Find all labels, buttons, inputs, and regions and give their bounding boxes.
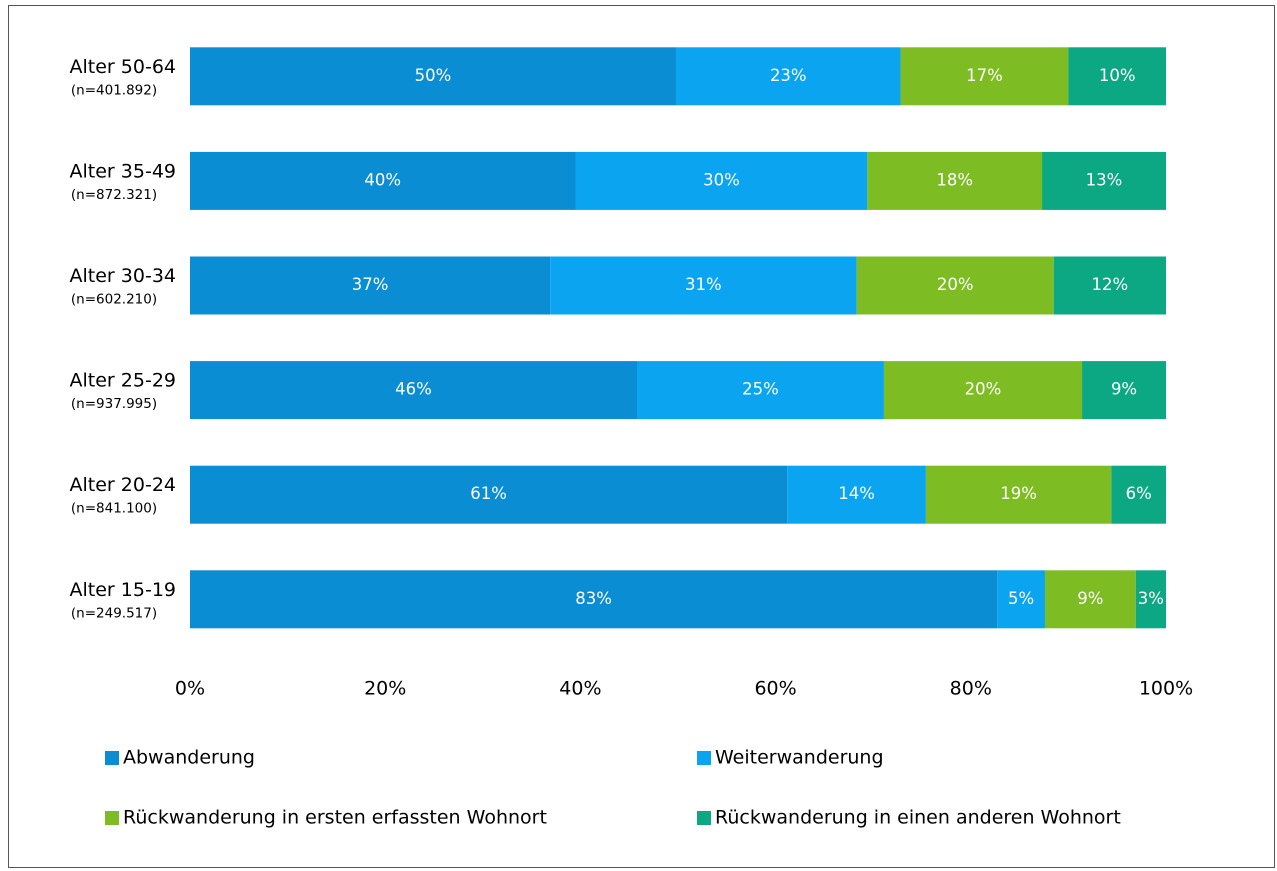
bar-segment xyxy=(1044,570,1136,629)
value-label: 14% xyxy=(838,484,875,503)
bar-segment xyxy=(190,570,998,629)
bar-segment xyxy=(190,465,788,524)
bar-segment xyxy=(190,256,551,315)
value-label: 37% xyxy=(352,275,389,294)
bar-segment xyxy=(787,465,926,524)
bar-segment xyxy=(1111,465,1166,524)
legend-label: Weiterwanderung xyxy=(715,747,884,769)
bar-segment xyxy=(1053,256,1166,315)
value-label: 61% xyxy=(470,484,507,503)
bar-segment xyxy=(1068,47,1166,106)
x-tick-label: 100% xyxy=(1139,678,1193,700)
legend-label: Abwanderung xyxy=(123,747,255,769)
bar-segment xyxy=(575,151,868,210)
value-label: 31% xyxy=(685,275,722,294)
chart-border xyxy=(8,5,1275,868)
legend-label: Rückwanderung in einen anderen Wohnort xyxy=(715,807,1121,829)
category-label: Alter 20-24 xyxy=(70,474,176,496)
bar-segment xyxy=(1082,361,1166,420)
bar-segment xyxy=(676,47,901,106)
category-subtitle: (n=401.892) xyxy=(71,82,157,98)
x-tick-label: 80% xyxy=(950,678,992,700)
value-label: 46% xyxy=(395,380,432,399)
category-label: Alter 25-29 xyxy=(70,370,176,392)
bar-segment xyxy=(637,361,884,420)
bar-segment xyxy=(883,361,1083,420)
bar-segment xyxy=(856,256,1054,315)
legend-swatch xyxy=(105,811,119,825)
bar-segment xyxy=(190,151,576,210)
legend-label: Rückwanderung in ersten erfassten Wohnor… xyxy=(123,807,547,829)
x-tick-label: 40% xyxy=(559,678,601,700)
bar-segment xyxy=(867,151,1043,210)
bar-segment xyxy=(190,47,677,106)
bar-segment xyxy=(1042,151,1166,210)
value-label: 20% xyxy=(937,275,974,294)
value-label: 50% xyxy=(415,66,452,85)
category-subtitle: (n=937.995) xyxy=(71,396,157,412)
value-label: 5% xyxy=(1008,589,1034,608)
bar-segment xyxy=(1135,570,1166,629)
value-label: 83% xyxy=(575,589,612,608)
category-label: Alter 15-19 xyxy=(70,579,176,601)
value-label: 20% xyxy=(965,380,1002,399)
category-subtitle: (n=841.100) xyxy=(71,501,157,517)
bar-segment xyxy=(190,361,638,420)
category-label: Alter 30-34 xyxy=(70,265,176,287)
category-label: Alter 35-49 xyxy=(70,160,176,182)
value-label: 9% xyxy=(1111,380,1137,399)
x-tick-label: 60% xyxy=(754,678,796,700)
bar-segment xyxy=(900,47,1069,106)
value-label: 18% xyxy=(936,170,973,189)
bar-segment xyxy=(925,465,1112,524)
legend-swatch xyxy=(697,811,711,825)
value-label: 10% xyxy=(1099,66,1136,85)
value-label: 3% xyxy=(1138,589,1164,608)
value-label: 17% xyxy=(966,66,1003,85)
value-label: 6% xyxy=(1126,484,1152,503)
category-subtitle: (n=249.517) xyxy=(71,605,157,621)
value-label: 23% xyxy=(770,66,807,85)
value-label: 19% xyxy=(1000,484,1037,503)
value-label: 30% xyxy=(703,170,740,189)
category-subtitle: (n=872.321) xyxy=(71,187,157,203)
value-label: 25% xyxy=(742,380,779,399)
legend-swatch xyxy=(697,751,711,765)
category-subtitle: (n=602.210) xyxy=(71,292,157,308)
legend-swatch xyxy=(105,751,119,765)
category-label: Alter 50-64 xyxy=(70,56,176,78)
bar-segment xyxy=(550,256,857,315)
value-label: 40% xyxy=(364,170,401,189)
value-label: 12% xyxy=(1092,275,1129,294)
value-label: 13% xyxy=(1086,170,1123,189)
value-label: 9% xyxy=(1077,589,1103,608)
bar-segment xyxy=(997,570,1045,629)
x-tick-label: 20% xyxy=(364,678,406,700)
x-tick-label: 0% xyxy=(175,678,205,700)
